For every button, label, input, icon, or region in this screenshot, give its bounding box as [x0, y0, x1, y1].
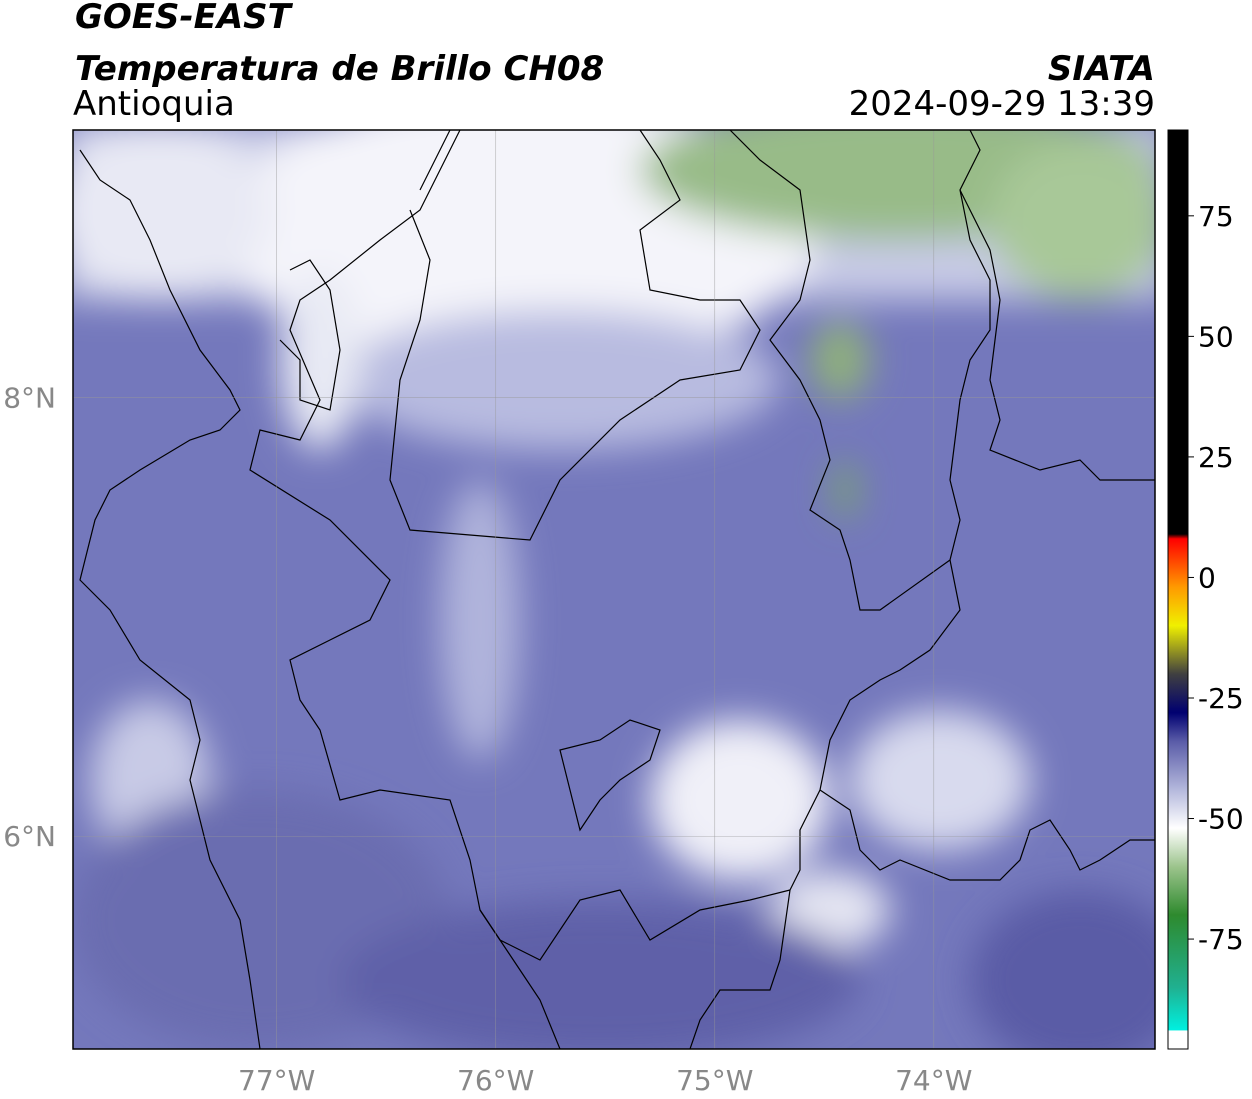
colorbar-tick-label: 75	[1198, 200, 1234, 233]
brightness-field	[73, 130, 1155, 1049]
region: Antioquia	[73, 84, 235, 124]
source: SIATA	[1048, 49, 1155, 89]
colorbar-tick-label: -25	[1198, 682, 1244, 715]
y-tick-label: 6°N	[3, 820, 56, 853]
x-tick-label: 74°W	[895, 1064, 972, 1097]
colorbar-tick-label: 0	[1198, 561, 1216, 594]
map-frame	[72, 129, 1156, 1050]
colorbar-tick-label: -50	[1198, 803, 1244, 836]
colorbar-tick-label: -75	[1198, 923, 1244, 956]
colorbar-tick-label: 25	[1198, 441, 1234, 474]
colorbar	[1167, 129, 1189, 1050]
x-tick-label: 76°W	[457, 1064, 534, 1097]
datetime: 2024-09-29 13:39	[849, 84, 1155, 124]
colorbar-tick-label: 50	[1198, 320, 1234, 353]
x-tick-label: 75°W	[676, 1064, 753, 1097]
subtitle: Temperatura de Brillo CH08	[75, 49, 604, 89]
title: GOES-EAST	[75, 0, 294, 37]
x-tick-label: 77°W	[238, 1064, 315, 1097]
y-tick-label: 8°N	[3, 382, 56, 415]
